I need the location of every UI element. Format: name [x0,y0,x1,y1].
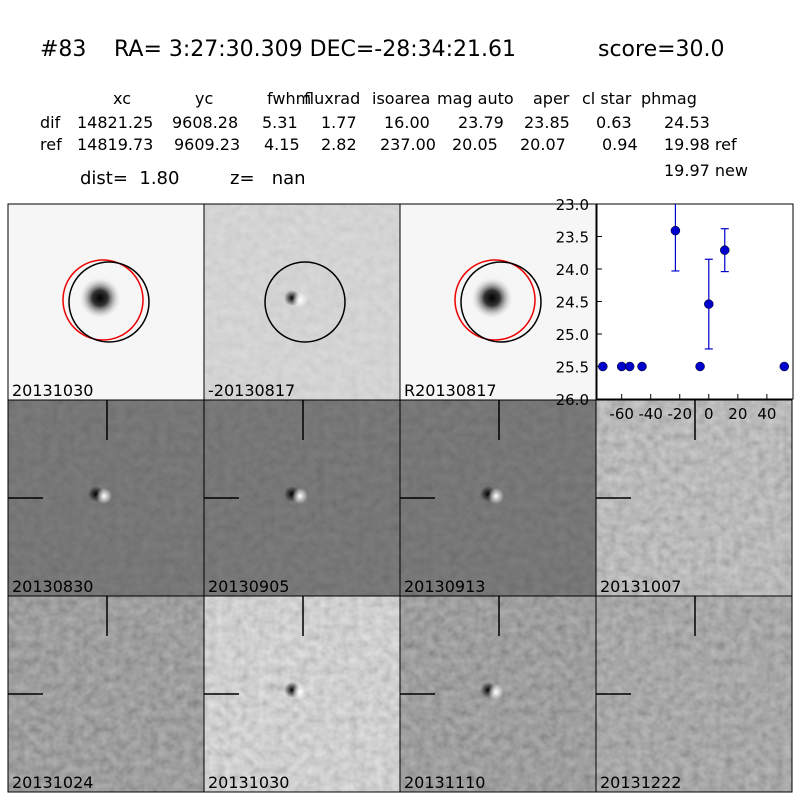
x-tick-label: 0 [704,405,714,423]
data-point [670,225,681,236]
score: score=30.0 [598,37,725,62]
panels: 20131030 -20130817 R20130817 20130830 201309… [7,203,793,793]
table-cell: 14821.25 [77,113,153,132]
column-header: mag auto [437,89,514,108]
phmag-note: 19.97 new [664,161,748,180]
residual-bright [292,684,308,700]
y-tick-label: 23.0 [556,196,589,214]
panel-label: 20131222 [600,773,681,792]
y-tick-label: 24.5 [556,294,589,312]
table-cell: 23.85 [524,113,570,132]
table-cell: 23.79 [458,113,504,132]
y-tick-label: 25.0 [556,326,589,344]
panel-label: 20131007 [600,577,681,596]
table-cell: 2.82 [321,135,357,154]
aperture-red [454,259,536,341]
column-header: yc [195,89,213,108]
source [78,276,122,320]
x-tick-label: -40 [638,405,663,423]
table-cell: 5.31 [262,113,298,132]
panel-label: 20131110 [404,773,485,792]
table-cell: 19.98 ref [664,135,737,154]
data-point [704,299,714,309]
table-cell: 237.00 [380,135,436,154]
table-cell: 1.77 [321,113,357,132]
row-label: dif [40,113,61,132]
x-tick-label: 20 [728,405,747,423]
dist: dist= 1.80 [80,168,179,189]
panel-label: 20130913 [404,577,485,596]
panel-label: 20130830 [12,577,93,596]
y-tick-label: 25.5 [556,359,589,377]
data-point [637,361,647,372]
table-cell: 14819.73 [77,135,153,154]
x-tick-label: -20 [668,405,693,423]
y-tick-label: 23.5 [556,229,589,247]
data-point [598,361,608,372]
data-point [695,361,705,372]
table-cell: 9608.28 [172,113,238,132]
aperture-red [62,259,144,341]
y-tick-label: 24.0 [556,261,589,279]
column-header: aper [533,89,570,108]
coordinates: RA= 3:27:30.309 DEC=-28:34:21.61 [114,37,516,62]
residual-bright [292,488,308,504]
aperture-black [264,261,346,343]
residual-bright [292,292,308,308]
candidate-id: #83 [40,37,86,62]
data-point [720,245,730,255]
panel-label: -20130817 [208,381,295,400]
panel-label: 20131030 [12,381,93,400]
table-cell: 24.53 [664,113,710,132]
aperture-black [68,261,150,343]
data-point [624,361,635,372]
x-tick-label: -60 [609,405,634,423]
source [470,276,514,320]
table-cell: 16.00 [384,113,430,132]
row-label: ref [40,135,62,154]
light-curve: 23.0 23.5 24.0 24.5 25.0 25.5 26.0 -60 -40 -20 0 20… [556,196,794,423]
residual-bright [488,684,504,700]
x-tick-label: 40 [757,405,776,423]
residual-bright [488,488,504,504]
column-header: cl star [582,89,632,108]
table-cell: 20.07 [520,135,566,154]
column-header: phmag [641,89,697,108]
y-tick-label: 26.0 [556,391,589,409]
column-header: fwhm [267,89,311,108]
panel-label: 20131024 [12,773,93,792]
column-header: fluxrad [304,89,360,108]
panel-label: 20131030 [208,773,289,792]
residual-bright [96,488,112,504]
table-cell: 0.63 [596,113,632,132]
column-header: isoarea [372,89,430,108]
table-cell: 4.15 [264,135,300,154]
panel-label: 20130905 [208,577,289,596]
table-cell: 0.94 [602,135,638,154]
table-cell: 9609.23 [174,135,240,154]
z-value: z= nan [230,168,306,189]
aperture-black [460,261,542,343]
panel-label: R20130817 [404,381,497,400]
column-header: xc [113,89,131,108]
panel-frame [595,595,793,793]
table-cell: 20.05 [452,135,498,154]
data-point [616,361,627,372]
data-point [779,361,790,372]
